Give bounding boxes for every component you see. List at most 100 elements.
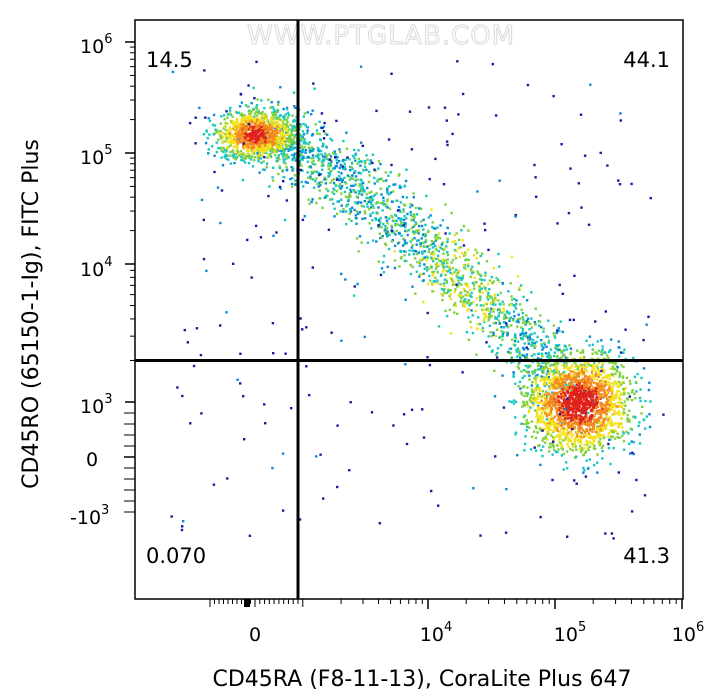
event-dot — [597, 375, 600, 378]
quadrant-bottom-right-value: 41.3 — [623, 544, 670, 568]
event-dot — [388, 185, 391, 188]
event-dot — [584, 408, 587, 412]
event-dot — [441, 270, 444, 273]
event-dot — [422, 272, 425, 275]
event-dot — [413, 249, 416, 253]
event-dot — [580, 447, 584, 450]
event-dot — [285, 108, 289, 111]
event-dot — [530, 332, 533, 336]
event-dot — [376, 201, 379, 204]
event-dot — [518, 354, 521, 357]
event-dot — [579, 388, 582, 392]
event-dot — [279, 144, 283, 147]
event-dot — [579, 373, 583, 376]
event-dot — [584, 395, 587, 398]
event-dot — [556, 361, 559, 364]
event-dot — [224, 122, 227, 125]
event-dot — [250, 132, 253, 135]
event-dot — [278, 132, 282, 135]
event-dot — [194, 116, 197, 119]
event-dot — [267, 137, 270, 141]
event-dot — [525, 429, 528, 432]
event-dot — [553, 448, 556, 451]
event-dot — [248, 134, 251, 137]
event-dot — [591, 402, 594, 405]
event-dot — [285, 125, 288, 128]
event-dot — [583, 383, 586, 386]
event-dot — [589, 434, 592, 437]
event-dot — [232, 153, 235, 156]
event-dot — [551, 442, 554, 445]
event-dot — [562, 452, 565, 456]
event-dot — [440, 263, 444, 266]
event-dot — [611, 405, 614, 408]
event-dot — [379, 162, 382, 166]
event-dot — [431, 274, 434, 277]
event-dot — [617, 380, 620, 384]
event-dot — [415, 243, 418, 246]
event-dot — [474, 248, 477, 252]
event-dot — [386, 186, 389, 190]
event-dot — [265, 162, 269, 165]
event-dot — [312, 159, 315, 163]
event-dot — [564, 438, 567, 442]
event-dot — [418, 258, 422, 261]
event-dot — [447, 290, 450, 293]
event-dot — [456, 312, 459, 315]
event-dot — [267, 98, 270, 101]
plot-frame — [134, 19, 684, 600]
event-dot — [343, 167, 346, 170]
event-dot — [263, 168, 266, 171]
event-dot — [278, 141, 281, 145]
event-dot — [572, 370, 575, 374]
event-dot — [565, 386, 568, 389]
event-dot — [423, 267, 426, 270]
event-dot — [596, 471, 599, 474]
event-dot — [609, 361, 613, 364]
event-dot — [543, 381, 546, 385]
event-dot — [581, 403, 584, 406]
event-dot — [494, 303, 497, 306]
event-dot — [437, 257, 440, 260]
event-dot — [611, 361, 615, 364]
event-dot — [507, 290, 510, 293]
event-dot — [568, 344, 571, 347]
event-dot — [567, 408, 571, 411]
event-dot — [553, 387, 557, 390]
event-dot — [239, 352, 242, 355]
event-dot — [339, 163, 343, 167]
event-dot — [418, 275, 421, 278]
event-dot — [521, 332, 525, 335]
event-dot — [470, 302, 473, 305]
event-dot — [361, 181, 365, 185]
event-dot — [506, 332, 510, 335]
event-dot — [521, 311, 525, 315]
event-dot — [547, 368, 550, 371]
event-dot — [263, 113, 267, 116]
event-dot — [208, 119, 212, 123]
event-dot — [254, 141, 258, 144]
event-dot — [581, 400, 584, 404]
event-dot — [599, 401, 602, 404]
event-dot — [560, 454, 563, 457]
event-dot — [616, 436, 619, 439]
event-dot — [461, 92, 465, 96]
event-dot — [286, 120, 289, 124]
event-dot — [321, 206, 324, 209]
event-dot — [537, 324, 541, 327]
event-dot — [286, 116, 289, 119]
event-dot — [456, 284, 460, 287]
event-dot — [328, 158, 332, 161]
event-dot — [240, 117, 243, 121]
event-dot — [610, 424, 613, 427]
event-dot — [551, 377, 555, 380]
event-dot — [623, 400, 626, 403]
event-dot — [409, 213, 413, 217]
event-dot — [398, 231, 401, 235]
event-dot — [536, 373, 539, 377]
event-dot — [331, 191, 334, 194]
event-dot — [587, 375, 590, 379]
event-dot — [556, 344, 559, 347]
event-dot — [229, 162, 233, 165]
event-dot — [573, 403, 577, 406]
